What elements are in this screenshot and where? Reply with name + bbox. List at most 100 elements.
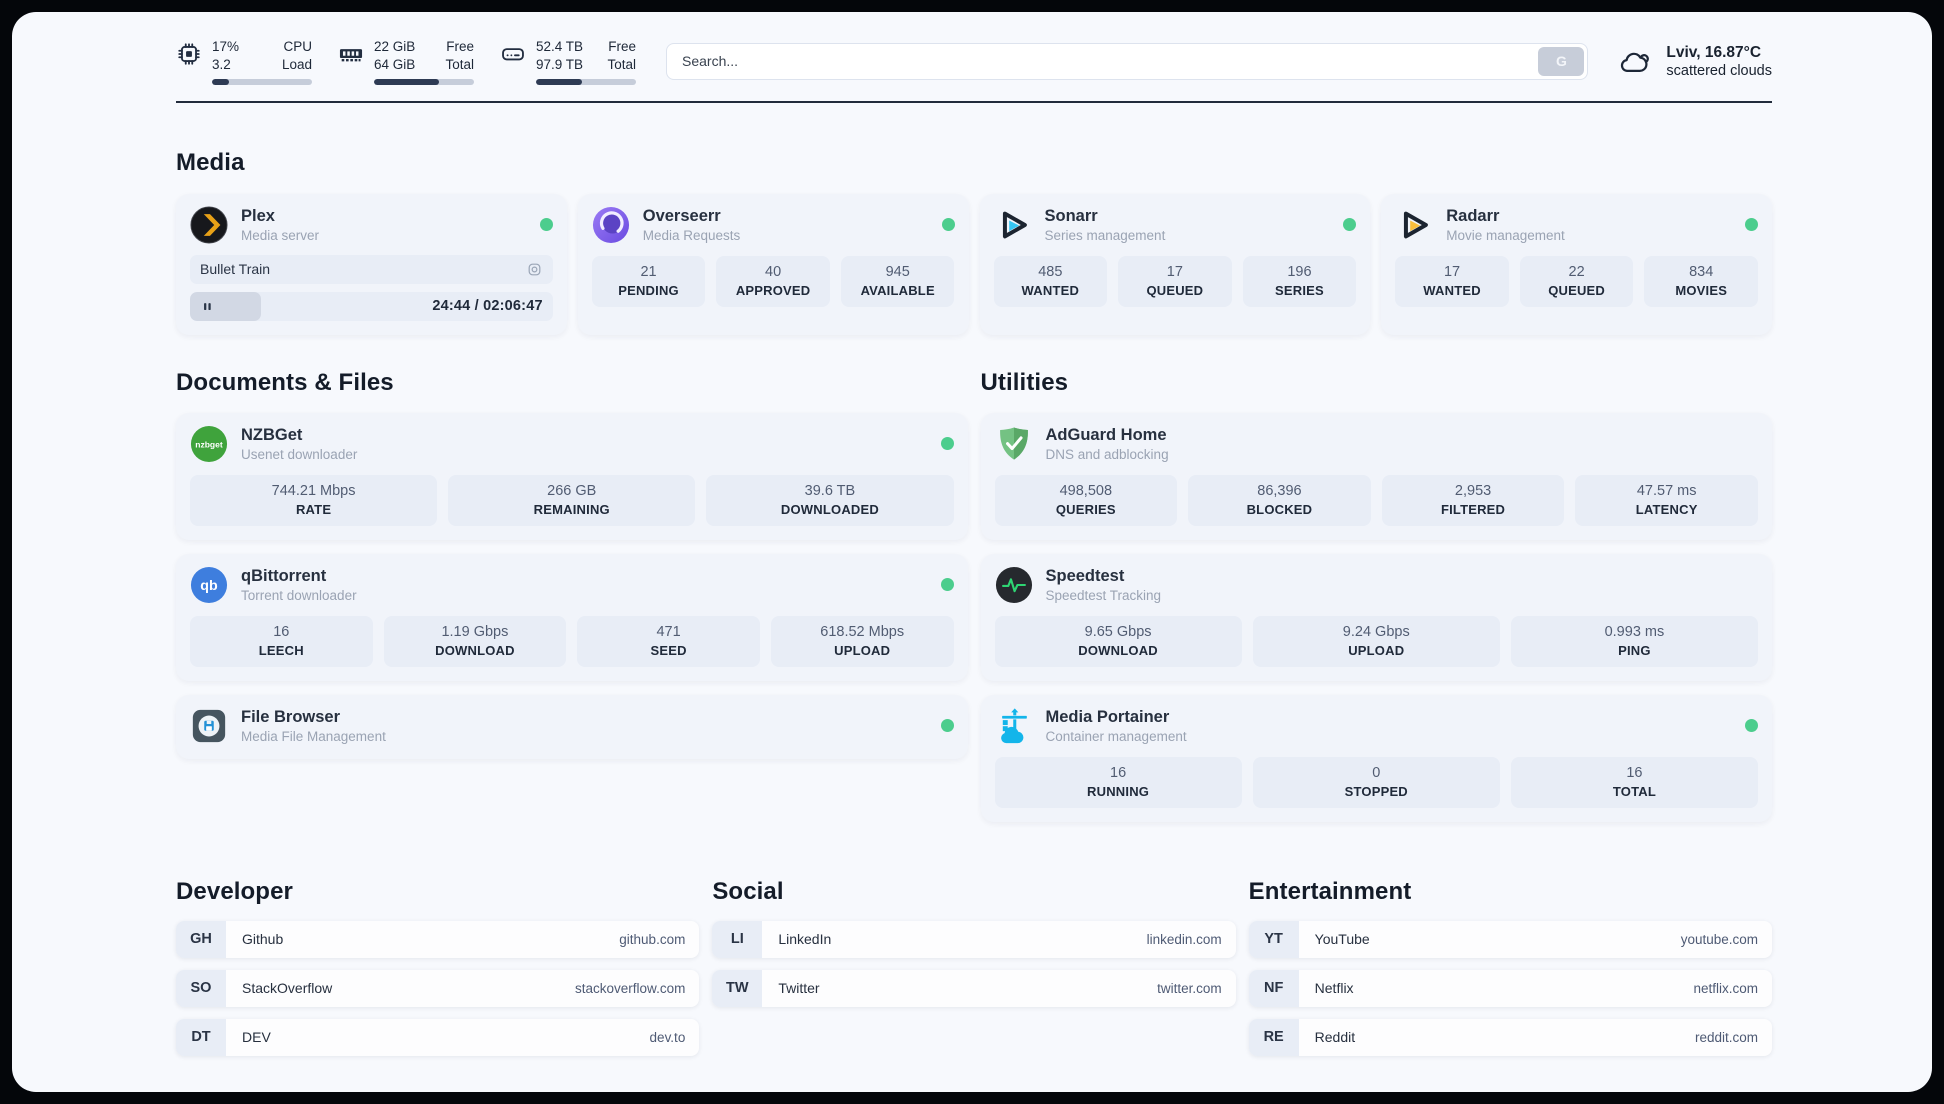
app-card-overseerr[interactable]: Overseerr Media Requests 21 PENDING 40 A… [577,193,969,335]
stat-wanted: 17 WANTED [1395,255,1509,307]
section-title-media: Media [176,148,245,176]
link-abbr: LI [712,920,763,958]
app-name: Overseerr [642,206,721,225]
link-name: Twitter [778,980,820,997]
stat-total: 16 TOTAL [1510,756,1759,808]
playback-progress[interactable]: 24:44 / 02:06:47 [190,291,553,321]
svg-text:nzbget: nzbget [195,439,223,449]
ram-total-value: 64 GiB [374,56,416,72]
cpu-value: 17% [212,39,240,54]
stat-wanted: 485 WANTED [993,255,1108,307]
disk-free-label: Free [608,39,636,54]
link-github[interactable]: GH Github github.com [176,920,700,958]
stat-pending: 21 PENDING [591,255,706,307]
stat-upload: 618.52 Mbps UPLOAD [770,615,954,667]
now-playing-row[interactable]: Bullet Train [190,254,553,284]
app-subtitle: DNS and adblocking [1045,446,1169,462]
search-input[interactable] [666,42,1589,80]
ram-stat: 22 GiB 64 GiB Free Total [338,38,474,85]
link-netflix[interactable]: NF Netflix netflix.com [1248,969,1772,1007]
search-engine-button[interactable]: G [1538,46,1585,76]
now-playing-title: Bullet Train [200,261,271,278]
online-status-dot [539,218,553,232]
app-card-nzbget[interactable]: nzbget NZBGet Usenet downloader 74 [176,412,968,540]
overseerr-icon [592,206,630,244]
ram-free-value: 22 GiB [374,39,416,54]
link-linkedin[interactable]: LI LinkedIn linkedin.com [712,920,1236,958]
adguard-icon [995,425,1033,463]
online-status-dot [940,578,954,592]
app-name: NZBGet [241,425,303,444]
filebrowser-icon [190,707,228,745]
disk-free-value: 52.4 TB [536,39,584,54]
stat-remaining: 266 GB REMAINING [448,474,696,526]
link-url: reddit.com [1694,1029,1758,1045]
app-card-radarr[interactable]: Radarr Movie management 17 WANTED 22 QUE… [1381,193,1772,335]
app-card-portainer[interactable]: Media Portainer Container management 16 … [980,694,1772,822]
link-name: DEV [242,1029,271,1046]
dashboard-window: 17% 3.2 CPU Load [12,12,1932,1092]
link-reddit[interactable]: RE Reddit reddit.com [1248,1018,1772,1056]
stat-movies: 834 MOVIES [1644,255,1758,307]
section-title-developer: Developer [176,877,293,905]
stat-running: 16 RUNNING [994,756,1242,808]
app-card-sonarr[interactable]: Sonarr Series management 485 WANTED 17 Q… [979,193,1371,335]
plex-icon [190,206,228,244]
app-name: Speedtest [1045,566,1125,585]
stat-queued: 17 QUEUED [1118,255,1232,307]
link-abbr: DT [176,1018,226,1056]
disk-icon [500,41,526,67]
pause-icon [200,299,215,314]
app-subtitle: Usenet downloader [241,446,358,462]
svg-text:qb: qb [200,578,218,594]
app-card-qbittorrent[interactable]: qb qBittorrent Torrent downloader [176,553,968,681]
app-card-filebrowser[interactable]: File Browser Media File Management [176,694,968,759]
stat-ping: 0.993 ms PING [1510,615,1759,667]
app-subtitle: Series management [1044,227,1166,243]
stat-stopped: 0 STOPPED [1252,756,1500,808]
stat-downloaded: 39.6 TB DOWNLOADED [706,474,954,526]
cpu-load-label: Load [281,56,312,72]
ram-total-label: Total [445,56,474,72]
stat-series: 196 SERIES [1242,255,1357,307]
sonarr-icon [994,206,1032,244]
online-status-dot [940,719,954,733]
app-subtitle: Torrent downloader [241,587,357,603]
search-bar: G [666,42,1589,80]
stat-latency: 47.57 ms LATENCY [1575,474,1758,526]
header-divider [176,100,1772,103]
stat-leech: 16 LEECH [190,615,373,667]
app-name: File Browser [241,707,341,726]
section-title-utilities: Utilities [980,368,1069,396]
app-card-speedtest[interactable]: Speedtest Speedtest Tracking 9.65 Gbps D… [980,553,1772,681]
nzbget-icon: nzbget [190,425,228,463]
app-name: AdGuard Home [1045,425,1167,444]
app-subtitle: Media server [241,227,320,243]
playback-time: 24:44 / 02:06:47 [432,298,543,315]
stat-seed: 471 SEED [577,615,760,667]
disk-total-value: 97.9 TB [536,56,584,72]
online-status-dot [1343,218,1357,232]
app-card-plex[interactable]: Plex Media server Bullet Train [176,193,567,335]
link-dev[interactable]: DT DEV dev.to [176,1018,700,1056]
stat-filtered: 2,953 FILTERED [1381,474,1565,526]
cpu-icon [176,41,202,67]
system-stats: 17% 3.2 CPU Load [176,38,636,85]
link-youtube[interactable]: YT YouTube youtube.com [1248,920,1772,958]
header: 17% 3.2 CPU Load [176,38,1772,85]
link-twitter[interactable]: TW Twitter twitter.com [712,969,1236,1007]
cpu-stat: 17% 3.2 CPU Load [176,38,312,85]
app-subtitle: Media File Management [241,728,386,744]
weather-widget[interactable]: Lviv, 16.87°C scattered clouds [1618,44,1772,79]
app-name: qBittorrent [241,566,327,585]
portainer-icon [995,707,1033,745]
app-subtitle: Media Requests [642,227,741,243]
online-status-dot [1745,719,1758,733]
link-name: LinkedIn [778,931,832,948]
stat-queued: 22 QUEUED [1519,255,1634,307]
app-card-adguard[interactable]: AdGuard Home DNS and adblocking 498,508 … [980,412,1772,540]
link-stackoverflow[interactable]: SO StackOverflow stackoverflow.com [176,969,700,1007]
link-url: linkedin.com [1146,931,1222,947]
link-abbr: YT [1248,920,1299,958]
app-name: Media Portainer [1045,707,1170,726]
